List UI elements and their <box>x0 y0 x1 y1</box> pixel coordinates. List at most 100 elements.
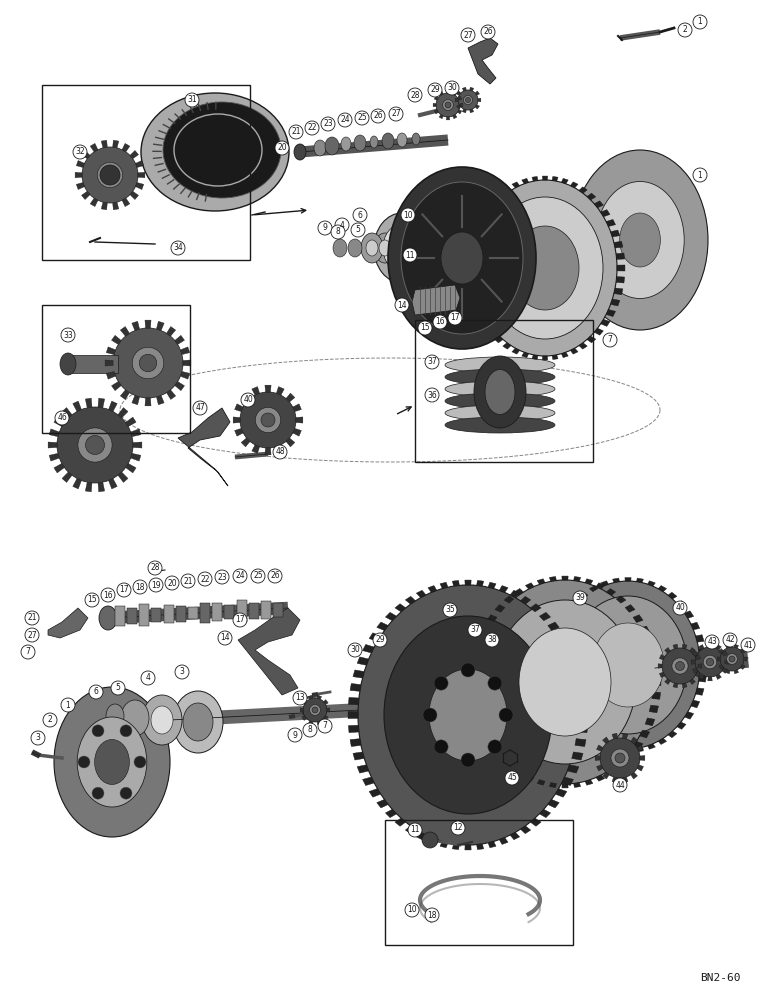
Polygon shape <box>611 230 620 237</box>
Polygon shape <box>636 747 643 752</box>
Polygon shape <box>552 176 558 181</box>
Circle shape <box>240 392 296 448</box>
Polygon shape <box>617 265 625 271</box>
Polygon shape <box>395 604 406 612</box>
Text: 16: 16 <box>435 318 445 326</box>
Polygon shape <box>532 176 538 181</box>
Circle shape <box>418 321 432 335</box>
Circle shape <box>499 708 513 722</box>
Polygon shape <box>543 356 547 360</box>
Polygon shape <box>132 321 140 331</box>
Polygon shape <box>622 777 628 783</box>
Polygon shape <box>696 655 701 660</box>
Polygon shape <box>636 578 643 583</box>
Polygon shape <box>76 160 84 168</box>
Circle shape <box>676 662 685 670</box>
Polygon shape <box>665 679 670 684</box>
Polygon shape <box>130 453 141 461</box>
Polygon shape <box>740 649 745 653</box>
Bar <box>415 320 593 462</box>
Text: 4: 4 <box>340 221 344 230</box>
Polygon shape <box>468 38 498 84</box>
Circle shape <box>611 749 629 767</box>
Circle shape <box>693 168 707 182</box>
Polygon shape <box>475 718 485 726</box>
Polygon shape <box>428 838 437 844</box>
Polygon shape <box>611 299 620 306</box>
Polygon shape <box>562 784 568 788</box>
Polygon shape <box>532 355 538 360</box>
Polygon shape <box>462 109 466 113</box>
Ellipse shape <box>412 133 420 145</box>
Circle shape <box>408 823 422 837</box>
Text: 15: 15 <box>87 595 96 604</box>
Polygon shape <box>637 765 644 771</box>
Circle shape <box>318 221 332 235</box>
Polygon shape <box>616 596 626 603</box>
Polygon shape <box>75 172 82 178</box>
Polygon shape <box>54 463 64 473</box>
Polygon shape <box>601 210 610 217</box>
Polygon shape <box>363 644 374 653</box>
Ellipse shape <box>142 695 182 745</box>
Circle shape <box>488 676 502 690</box>
Polygon shape <box>238 608 300 695</box>
Polygon shape <box>574 783 581 787</box>
Polygon shape <box>668 592 677 599</box>
Text: 25: 25 <box>357 113 367 122</box>
Circle shape <box>273 445 287 459</box>
Polygon shape <box>606 309 615 317</box>
Polygon shape <box>555 633 567 641</box>
Polygon shape <box>685 611 694 618</box>
Polygon shape <box>543 176 547 180</box>
Polygon shape <box>252 387 259 395</box>
Circle shape <box>275 141 289 155</box>
Polygon shape <box>363 777 374 786</box>
Polygon shape <box>472 651 481 659</box>
Circle shape <box>111 681 125 695</box>
Polygon shape <box>385 612 397 621</box>
Polygon shape <box>587 336 596 343</box>
Bar <box>225 604 235 618</box>
Polygon shape <box>602 772 609 779</box>
Polygon shape <box>76 182 84 190</box>
Polygon shape <box>458 110 462 114</box>
Text: 35: 35 <box>445 605 455 614</box>
Circle shape <box>103 168 117 182</box>
Polygon shape <box>440 841 448 848</box>
Ellipse shape <box>358 585 578 845</box>
Polygon shape <box>577 725 587 733</box>
Circle shape <box>615 753 625 763</box>
Text: 21: 21 <box>27 613 37 622</box>
Bar <box>115 606 125 626</box>
Text: 43: 43 <box>707 638 717 647</box>
Polygon shape <box>174 335 185 344</box>
Polygon shape <box>54 417 64 427</box>
Polygon shape <box>475 638 485 646</box>
Circle shape <box>445 102 451 108</box>
Circle shape <box>466 98 470 103</box>
Polygon shape <box>469 665 478 672</box>
Text: 45: 45 <box>507 774 517 782</box>
Polygon shape <box>126 463 136 473</box>
Circle shape <box>603 333 617 347</box>
Text: 23: 23 <box>217 572 227 582</box>
Polygon shape <box>614 241 623 248</box>
Polygon shape <box>726 670 730 674</box>
Text: 27: 27 <box>27 631 37 640</box>
Polygon shape <box>252 445 259 453</box>
Circle shape <box>289 125 303 139</box>
Polygon shape <box>488 841 496 848</box>
Polygon shape <box>540 809 550 818</box>
Polygon shape <box>549 662 556 668</box>
Polygon shape <box>109 478 117 489</box>
Ellipse shape <box>441 232 483 284</box>
Circle shape <box>448 311 462 325</box>
Polygon shape <box>719 665 723 669</box>
Polygon shape <box>575 683 586 691</box>
Polygon shape <box>522 178 529 184</box>
Polygon shape <box>633 615 643 623</box>
Polygon shape <box>625 578 631 581</box>
Circle shape <box>351 223 365 237</box>
Polygon shape <box>522 352 529 358</box>
